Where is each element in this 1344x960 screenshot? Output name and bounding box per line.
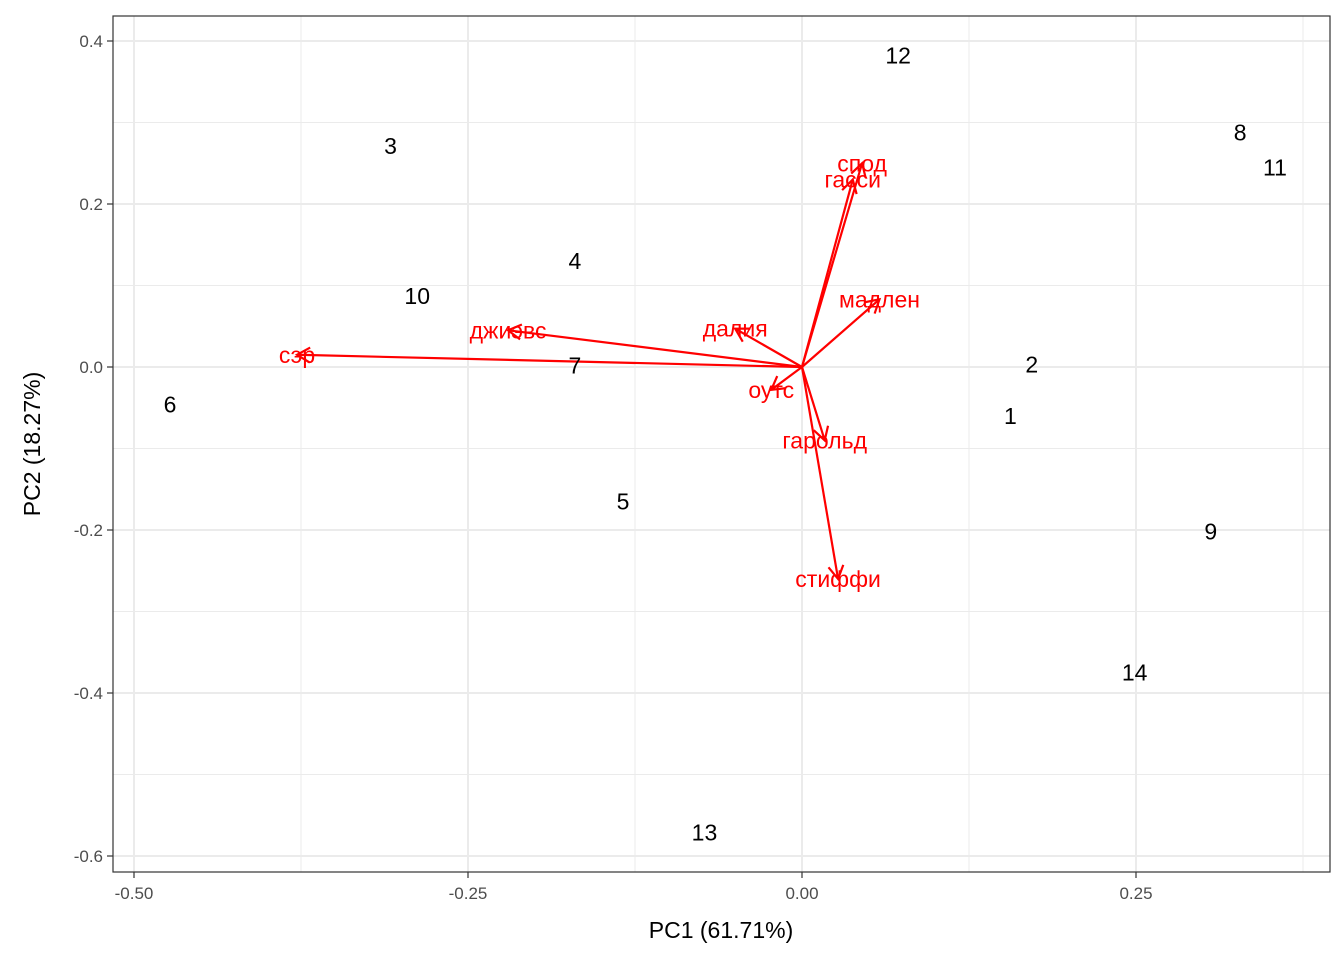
observation-label: 12 — [885, 43, 911, 69]
observation-label: 11 — [1263, 154, 1287, 180]
loading-label: стиффи — [795, 566, 881, 592]
observation-label: 2 — [1025, 352, 1038, 378]
y-tick-label: 0.4 — [79, 32, 103, 51]
observation-label: 5 — [617, 488, 630, 514]
minor-gridlines — [113, 16, 1330, 872]
observation-label: 3 — [384, 133, 397, 159]
x-tick-label: -0.50 — [115, 884, 154, 903]
major-gridlines — [113, 16, 1330, 872]
arrow-head — [769, 375, 787, 392]
observation-label: 13 — [692, 819, 718, 845]
arrow-head — [294, 346, 311, 364]
y-tick-label: 0.2 — [79, 195, 103, 214]
y-tick-label: -0.4 — [74, 684, 103, 703]
loading-arrow — [734, 327, 803, 368]
y-axis: -0.6 -0.4 -0.2 0.0 0.2 0.4 — [74, 32, 113, 866]
observation-label: 4 — [568, 248, 581, 274]
observation-label: 10 — [404, 283, 430, 309]
y-tick-label: -0.2 — [74, 521, 103, 540]
arrow-head — [827, 564, 845, 582]
x-tick-label: -0.25 — [449, 884, 488, 903]
loading-arrow — [800, 366, 840, 580]
loading-arrow — [800, 366, 826, 441]
loading-label: гаcси — [825, 167, 882, 193]
loading-label: сэр — [279, 342, 315, 368]
loading-label: спод — [837, 150, 887, 176]
loading-label: гарольд — [782, 427, 867, 453]
loading-label: оутс — [748, 377, 794, 403]
loading-arrow — [770, 366, 803, 391]
x-axis-title: PC1 (61.71%) — [649, 917, 793, 943]
observation-label: 14 — [1122, 660, 1148, 686]
loading-arrow — [296, 353, 803, 369]
loading-label: джиэвс — [470, 317, 547, 343]
x-axis: -0.50 -0.25 0.00 0.25 — [115, 872, 1153, 903]
plot-panel — [113, 16, 1330, 872]
loading-label: мадлен — [839, 286, 920, 312]
arrow-head — [841, 177, 858, 195]
loading-arrow — [507, 329, 803, 369]
y-axis-title: PC2 (18.27%) — [19, 372, 45, 516]
observation-label: 9 — [1204, 519, 1217, 545]
loading-arrow — [800, 179, 854, 368]
observation-label: 6 — [164, 391, 177, 417]
observation-label: 7 — [568, 352, 581, 378]
loading-arrow — [801, 298, 881, 368]
observation-label: 1 — [1004, 403, 1017, 429]
arrow-head — [505, 323, 523, 341]
arrow-head — [864, 297, 882, 314]
arrow-head — [850, 161, 867, 179]
loading-label: далия — [703, 316, 768, 342]
y-tick-label: -0.6 — [74, 847, 103, 866]
panel-border — [112, 15, 1331, 873]
x-tick-label: 0.25 — [1119, 884, 1152, 903]
y-tick-label: 0.0 — [79, 358, 103, 377]
arrow-head — [812, 425, 830, 443]
loading-arrows — [294, 161, 882, 582]
x-tick-label: 0.00 — [785, 884, 818, 903]
observation-label: 8 — [1234, 119, 1247, 145]
arrow-head — [733, 327, 751, 343]
